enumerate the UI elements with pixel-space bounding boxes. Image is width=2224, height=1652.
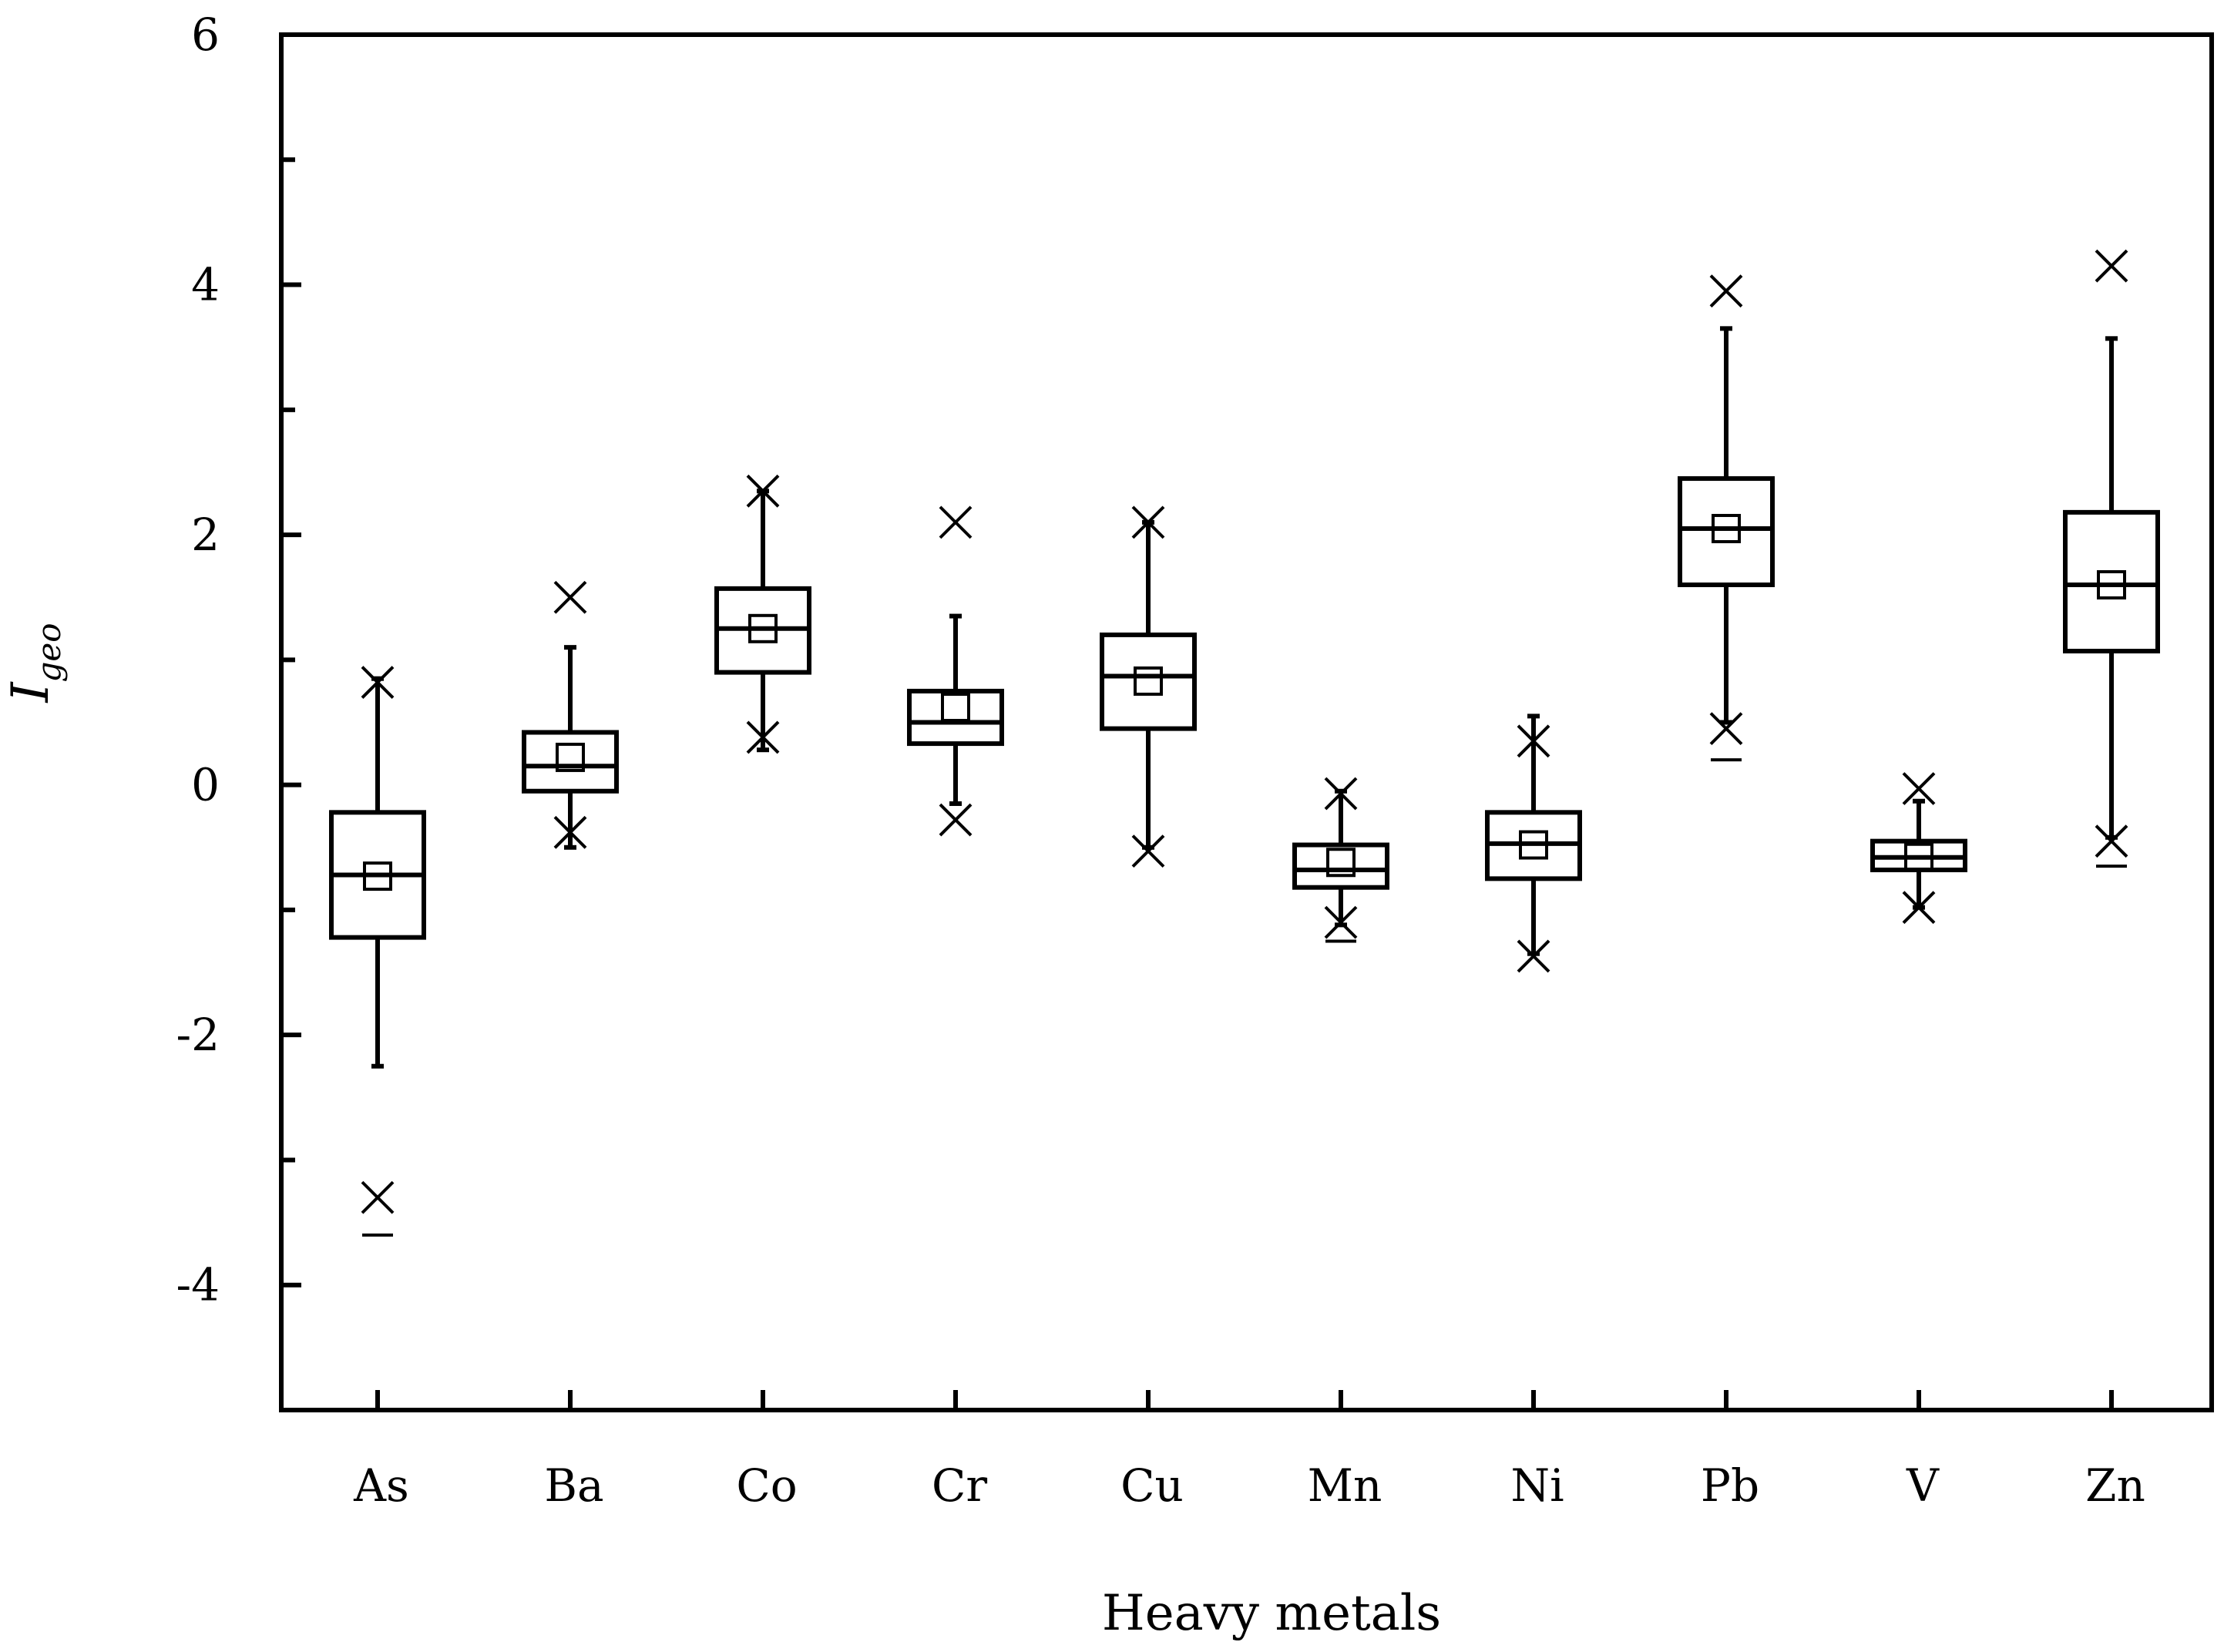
mean-marker [2097, 570, 2126, 599]
mean-marker [1134, 666, 1163, 696]
x-stroke [746, 720, 780, 754]
mean-marker [941, 693, 970, 723]
iqr-box [907, 688, 1004, 747]
iqr-box [1100, 632, 1197, 731]
y-tick-label: 2 [191, 509, 220, 561]
box-Cr [907, 505, 1004, 837]
x-stroke [2095, 249, 2128, 283]
y-tick-label: 4 [191, 259, 220, 311]
outlier-low-marker [2095, 824, 2128, 858]
iqr-box [522, 730, 619, 794]
x-stroke [1709, 712, 1743, 746]
mean-marker [556, 742, 585, 772]
x-stroke [361, 1180, 395, 1214]
x-axis-title: Heavy metals [1102, 1585, 1441, 1642]
y-axis-title-base: I [1, 681, 60, 703]
outlier-low-marker [1709, 712, 1743, 746]
x-tick-label: Cr [932, 1459, 987, 1512]
outlier-low-marker [361, 1180, 395, 1214]
outlier-low-marker [1324, 905, 1358, 939]
x-stroke [1324, 905, 1358, 939]
y-axis-title-subscript: geo [30, 623, 68, 682]
x-stroke [1902, 772, 1936, 805]
outlier-high-marker [1517, 724, 1550, 758]
box-Pb [1678, 274, 1775, 762]
box-Co [714, 474, 811, 754]
x-stroke [1709, 274, 1743, 308]
mean-marker [363, 861, 392, 891]
x-stroke [553, 815, 587, 849]
x-tick-label: Cu [1120, 1459, 1184, 1512]
x-stroke [1517, 724, 1550, 758]
y-tick-label: -2 [176, 1009, 220, 1061]
x-stroke [1131, 834, 1165, 868]
plot-area: -4 -2 0 2 4 6 As Ba Co Cr Cu Mn Ni Pb V Zn [176, 8, 2214, 1512]
x-stroke [2095, 824, 2128, 858]
outlier-low-marker [1902, 891, 1936, 925]
x-stroke [1131, 505, 1165, 539]
x-tick-label: Ni [1510, 1459, 1564, 1512]
iqr-box [2063, 509, 2160, 654]
x-tick-label: As [353, 1459, 409, 1512]
box-V [1870, 772, 1967, 925]
x-stroke [939, 803, 973, 837]
outlier-high-marker [553, 580, 587, 614]
y-tick-label: -4 [176, 1259, 220, 1311]
x-tick-label: Co [736, 1459, 797, 1512]
box-Ba [522, 580, 619, 850]
outlier-low-marker [746, 720, 780, 754]
x-tick-label: Zn [2085, 1459, 2145, 1512]
outlier-high-marker [1902, 772, 1936, 805]
outlier-high-marker [939, 505, 973, 539]
y-axis-title: Igeo [1, 623, 68, 703]
outlier-high-marker [746, 474, 780, 508]
x-stroke [361, 666, 395, 699]
outlier-high-marker [2095, 249, 2128, 283]
box-Zn [2063, 249, 2160, 868]
x-stroke [553, 580, 587, 614]
x-stroke [1902, 891, 1936, 925]
outlier-low-marker [939, 803, 973, 837]
outlier-low-marker [553, 815, 587, 849]
x-tick-label: Ba [544, 1459, 603, 1512]
y-tick-label: 0 [191, 759, 220, 811]
outlier-high-marker [1709, 274, 1743, 308]
plot-frame [279, 32, 2214, 1412]
x-stroke [1324, 777, 1358, 811]
iqr-box [1292, 842, 1389, 890]
box-Cu [1100, 505, 1197, 868]
outlier-high-marker [1131, 505, 1165, 539]
outlier-low-marker [1517, 939, 1550, 973]
box-Ni [1485, 714, 1582, 973]
mean-marker [1712, 513, 1741, 543]
x-tick-label: Mn [1308, 1459, 1382, 1512]
box-As [329, 666, 426, 1237]
outlier-high-marker [361, 666, 395, 699]
mean-marker [1519, 830, 1548, 860]
x-stroke [1517, 939, 1550, 973]
x-tick-label: Pb [1701, 1459, 1759, 1512]
mean-marker [748, 613, 778, 643]
y-tick-label: 6 [191, 8, 220, 61]
iqr-box [1678, 476, 1775, 587]
mean-marker [1326, 848, 1356, 878]
box-Mn [1292, 777, 1389, 943]
mean-marker [1904, 842, 1933, 872]
outlier-low-marker [1131, 834, 1165, 868]
x-stroke [746, 474, 780, 508]
x-stroke [939, 505, 973, 539]
outlier-high-marker [1324, 777, 1358, 811]
x-tick-label: V [1906, 1459, 1940, 1512]
